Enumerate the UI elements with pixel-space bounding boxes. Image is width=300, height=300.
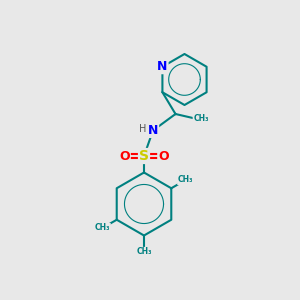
Text: O: O (119, 149, 130, 163)
Text: CH₃: CH₃ (193, 114, 209, 123)
Text: CH₃: CH₃ (95, 224, 110, 232)
Text: S: S (139, 149, 149, 163)
Text: N: N (148, 124, 158, 137)
Text: N: N (157, 60, 168, 73)
Text: CH₃: CH₃ (136, 248, 152, 256)
Text: O: O (158, 149, 169, 163)
Text: H: H (139, 124, 146, 134)
Text: CH₃: CH₃ (178, 176, 193, 184)
